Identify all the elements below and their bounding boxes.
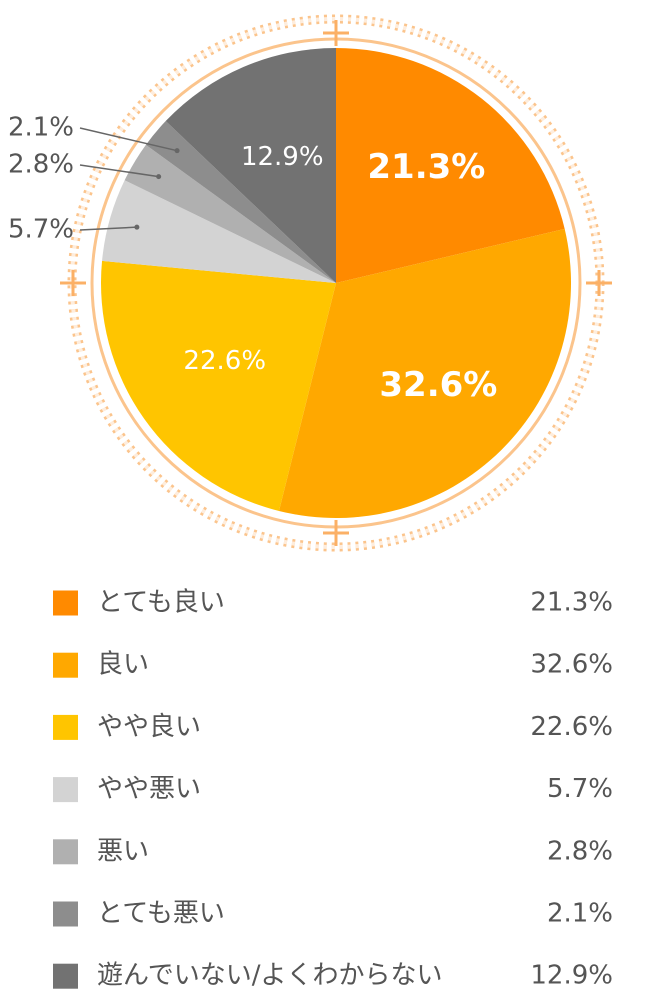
slice-label-outside: 2.1% [8, 113, 74, 143]
pie-slice [336, 48, 565, 283]
leader-line [79, 226, 137, 231]
legend-label: とても良い [97, 588, 225, 618]
pie-slice [165, 48, 336, 283]
legend-swatch [53, 963, 78, 989]
decor-ring [60, 14, 612, 552]
legend-value: 5.7% [547, 774, 613, 804]
legend-label: やや悪い [97, 774, 201, 804]
legend-value: 2.8% [547, 836, 613, 866]
slice-label-outside: 5.7% [8, 215, 74, 245]
leader-line [79, 164, 159, 178]
legend-value: 12.9% [530, 961, 613, 991]
legend-label: 遊んでいない/よくわからない [97, 961, 442, 991]
leader-dot [174, 148, 180, 154]
pie-slice [102, 180, 336, 283]
slice-label-outside: 2.8% [8, 150, 74, 180]
legend-label: 悪い [97, 836, 149, 866]
leader-dot [156, 174, 162, 180]
legend-label: とても悪い [97, 899, 225, 929]
legend-value: 32.6% [530, 650, 613, 680]
pie-slice [278, 228, 571, 518]
legend-label: やや良い [97, 712, 201, 742]
leader-line [79, 127, 178, 152]
pie-slice [101, 260, 337, 511]
legend-swatch [53, 590, 78, 616]
slice-label: 32.6% [379, 365, 497, 405]
legend-label: 良い [97, 650, 149, 680]
legend-swatch [53, 839, 78, 865]
slice-label: 22.6% [183, 346, 266, 376]
pie-slice [124, 144, 336, 283]
slice-label: 12.9% [241, 142, 324, 172]
legend-swatch [53, 901, 78, 927]
legend-swatch [53, 777, 78, 803]
legend-value: 2.1% [547, 899, 613, 929]
leader-dot [134, 224, 140, 230]
legend-value: 22.6% [530, 712, 613, 742]
legend-value: 21.3% [530, 588, 613, 618]
slice-label: 21.3% [367, 147, 485, 187]
legend-swatch [53, 714, 78, 740]
legend-swatch [53, 652, 78, 678]
pie-slice [145, 121, 336, 283]
